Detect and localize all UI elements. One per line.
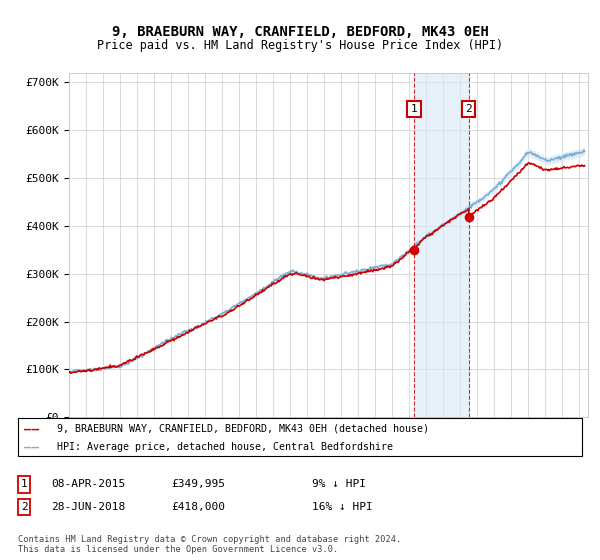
Text: 2: 2 [466, 104, 472, 114]
Text: 1: 1 [20, 479, 28, 489]
Text: ——: —— [24, 440, 39, 454]
Text: HPI: Average price, detached house, Central Bedfordshire: HPI: Average price, detached house, Cent… [57, 442, 393, 452]
Text: 9, BRAEBURN WAY, CRANFIELD, BEDFORD, MK43 0EH: 9, BRAEBURN WAY, CRANFIELD, BEDFORD, MK4… [112, 25, 488, 39]
Text: 16% ↓ HPI: 16% ↓ HPI [312, 502, 373, 512]
Text: Contains HM Land Registry data © Crown copyright and database right 2024.
This d: Contains HM Land Registry data © Crown c… [18, 535, 401, 554]
Text: £418,000: £418,000 [171, 502, 225, 512]
Text: ——: —— [24, 422, 39, 436]
Text: Price paid vs. HM Land Registry's House Price Index (HPI): Price paid vs. HM Land Registry's House … [97, 39, 503, 52]
Text: £349,995: £349,995 [171, 479, 225, 489]
Bar [414, 73, 469, 417]
Text: 2: 2 [20, 502, 28, 512]
Text: 9% ↓ HPI: 9% ↓ HPI [312, 479, 366, 489]
Text: 1: 1 [410, 104, 417, 114]
Text: 08-APR-2015: 08-APR-2015 [51, 479, 125, 489]
Text: 9, BRAEBURN WAY, CRANFIELD, BEDFORD, MK43 0EH (detached house): 9, BRAEBURN WAY, CRANFIELD, BEDFORD, MK4… [57, 424, 429, 434]
Text: 28-JUN-2018: 28-JUN-2018 [51, 502, 125, 512]
